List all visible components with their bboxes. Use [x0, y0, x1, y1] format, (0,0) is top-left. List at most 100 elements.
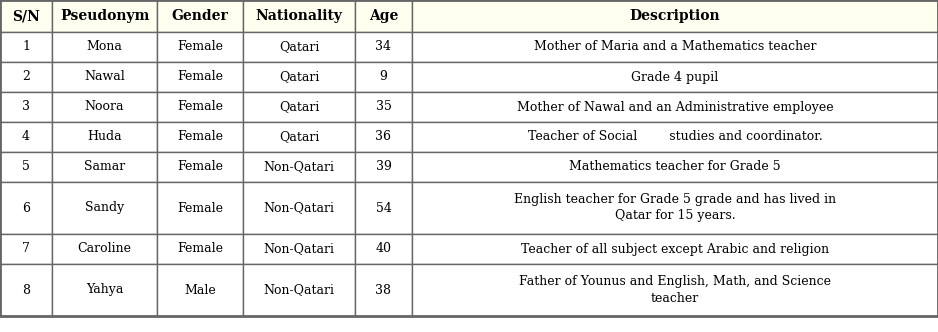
Text: 5: 5 [23, 160, 30, 174]
Bar [52, 122, 157, 152]
Bar [52, 152, 157, 182]
Text: Male: Male [184, 284, 216, 296]
Text: Female: Female [177, 101, 223, 114]
Bar [52, 32, 157, 62]
Bar [157, 32, 243, 62]
Bar [243, 122, 355, 152]
Text: Huda: Huda [87, 130, 122, 143]
Bar [412, 32, 938, 62]
Bar [0, 92, 52, 122]
Text: Qatari: Qatari [279, 70, 319, 84]
Text: Nationality: Nationality [255, 9, 342, 23]
Text: Female: Female [177, 130, 223, 143]
Bar [355, 62, 412, 92]
Bar [157, 122, 243, 152]
Text: Female: Female [177, 242, 223, 256]
Bar [355, 264, 412, 316]
Bar [412, 0, 938, 32]
Text: Samar: Samar [83, 160, 125, 174]
Text: Gender: Gender [172, 9, 228, 23]
Text: Noora: Noora [84, 101, 124, 114]
Text: 36: 36 [375, 130, 391, 143]
Bar [52, 234, 157, 264]
Bar [0, 182, 52, 234]
Bar [243, 0, 355, 32]
Bar [243, 182, 355, 234]
Bar [52, 62, 157, 92]
Text: Female: Female [177, 70, 223, 84]
Text: Father of Younus and English, Math, and Science
teacher: Father of Younus and English, Math, and … [519, 276, 831, 304]
Bar [355, 152, 412, 182]
Text: 2: 2 [23, 70, 30, 84]
Bar [52, 264, 157, 316]
Text: Female: Female [177, 160, 223, 174]
Text: Mother of Maria and a Mathematics teacher: Mother of Maria and a Mathematics teache… [534, 41, 816, 53]
Bar [52, 92, 157, 122]
Text: 34: 34 [375, 41, 391, 53]
Bar [157, 152, 243, 182]
Bar [412, 234, 938, 264]
Bar [355, 182, 412, 234]
Text: 1: 1 [22, 41, 30, 53]
Bar [0, 0, 52, 32]
Text: S/N: S/N [12, 9, 40, 23]
Text: English teacher for Grade 5 grade and has lived in
Qatar for 15 years.: English teacher for Grade 5 grade and ha… [514, 194, 836, 222]
Bar [0, 152, 52, 182]
Text: Mona: Mona [86, 41, 123, 53]
Text: Caroline: Caroline [78, 242, 131, 256]
Bar [52, 182, 157, 234]
Bar [243, 264, 355, 316]
Bar [355, 32, 412, 62]
Text: Age: Age [369, 9, 399, 23]
Bar [412, 182, 938, 234]
Text: Mother of Nawal and an Administrative employee: Mother of Nawal and an Administrative em… [517, 101, 833, 114]
Text: 6: 6 [22, 202, 30, 214]
Text: 7: 7 [23, 242, 30, 256]
Text: Qatari: Qatari [279, 130, 319, 143]
Bar [355, 0, 412, 32]
Bar [157, 182, 243, 234]
Text: Non-Qatari: Non-Qatari [264, 160, 335, 174]
Text: Non-Qatari: Non-Qatari [264, 242, 335, 256]
Text: Yahya: Yahya [85, 284, 123, 296]
Text: Grade 4 pupil: Grade 4 pupil [631, 70, 719, 84]
Text: 35: 35 [375, 101, 391, 114]
Bar [243, 92, 355, 122]
Bar [157, 62, 243, 92]
Bar [157, 264, 243, 316]
Bar [243, 62, 355, 92]
Bar [243, 32, 355, 62]
Text: 9: 9 [380, 70, 387, 84]
Text: Description: Description [629, 9, 720, 23]
Text: Sandy: Sandy [84, 202, 124, 214]
Bar [52, 0, 157, 32]
Bar [412, 92, 938, 122]
Bar [355, 122, 412, 152]
Text: Female: Female [177, 41, 223, 53]
Bar [412, 62, 938, 92]
Bar [355, 234, 412, 264]
Bar [0, 264, 52, 316]
Text: Non-Qatari: Non-Qatari [264, 202, 335, 214]
Bar [0, 122, 52, 152]
Text: Nawal: Nawal [84, 70, 125, 84]
Text: Non-Qatari: Non-Qatari [264, 284, 335, 296]
Text: 8: 8 [22, 284, 30, 296]
Text: Female: Female [177, 202, 223, 214]
Bar [412, 264, 938, 316]
Text: 40: 40 [375, 242, 391, 256]
Text: Pseudonym: Pseudonym [60, 9, 149, 23]
Bar [0, 62, 52, 92]
Bar [0, 32, 52, 62]
Bar [412, 152, 938, 182]
Bar [157, 0, 243, 32]
Text: Teacher of all subject except Arabic and religion: Teacher of all subject except Arabic and… [521, 242, 829, 256]
Bar [243, 234, 355, 264]
Text: Mathematics teacher for Grade 5: Mathematics teacher for Grade 5 [569, 160, 780, 174]
Text: Teacher of Social        studies and coordinator.: Teacher of Social studies and coordinato… [527, 130, 823, 143]
Bar [243, 152, 355, 182]
Bar [355, 92, 412, 122]
Text: Qatari: Qatari [279, 101, 319, 114]
Bar [157, 234, 243, 264]
Bar [0, 234, 52, 264]
